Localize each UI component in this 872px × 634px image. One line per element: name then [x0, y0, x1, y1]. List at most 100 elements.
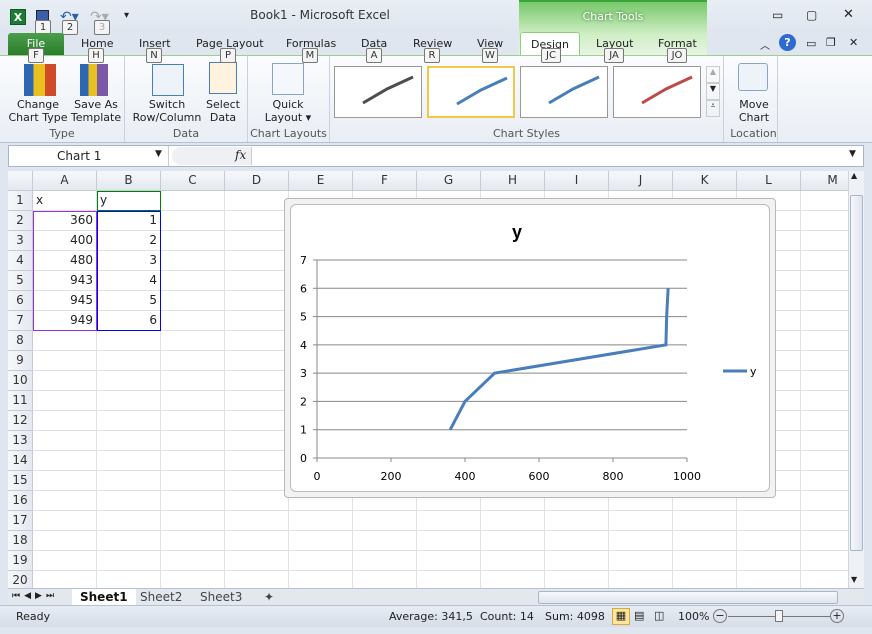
cell-B7[interactable]: 6	[97, 311, 161, 331]
row-header-14[interactable]: 14	[8, 451, 33, 471]
cell-M2[interactable]	[801, 211, 864, 231]
row-header-12[interactable]: 12	[8, 411, 33, 431]
cell-D14[interactable]	[225, 451, 289, 471]
cell-C20[interactable]	[161, 571, 225, 590]
row-header-5[interactable]: 5	[8, 271, 33, 291]
cell-E19[interactable]	[289, 551, 353, 571]
row-header-6[interactable]: 6	[8, 291, 33, 311]
cell-C6[interactable]	[161, 291, 225, 311]
cell-J17[interactable]	[609, 511, 673, 531]
tab-data[interactable]: Data	[361, 37, 388, 50]
zoom-level[interactable]: 100%	[678, 610, 710, 623]
cell-C5[interactable]	[161, 271, 225, 291]
tab-file[interactable]: File	[8, 33, 64, 56]
cell-D9[interactable]	[225, 351, 289, 371]
column-header-E[interactable]: E	[289, 171, 353, 191]
quick-layout-button[interactable]: Quick Layout ▾	[264, 98, 312, 124]
cell-D3[interactable]	[225, 231, 289, 251]
cell-B14[interactable]	[97, 451, 161, 471]
cell-L19[interactable]	[737, 551, 801, 571]
styles-scroll-up[interactable]: ▲	[706, 66, 720, 83]
cell-A9[interactable]	[33, 351, 97, 371]
page-break-view-button[interactable]: ◫	[654, 609, 665, 622]
cell-C12[interactable]	[161, 411, 225, 431]
row-header-1[interactable]: 1	[8, 191, 33, 211]
cell-D18[interactable]	[225, 531, 289, 551]
cell-I18[interactable]	[545, 531, 609, 551]
column-header-I[interactable]: I	[545, 171, 609, 191]
cell-C4[interactable]	[161, 251, 225, 271]
cell-A2[interactable]: 360	[33, 211, 97, 231]
zoom-out-button[interactable]: −	[713, 609, 727, 623]
cell-E17[interactable]	[289, 511, 353, 531]
cell-M14[interactable]	[801, 451, 864, 471]
cell-J18[interactable]	[609, 531, 673, 551]
customize-qat-icon[interactable]: ▾	[124, 10, 130, 21]
cell-E18[interactable]	[289, 531, 353, 551]
doc-minimize-button[interactable]: ▭	[806, 37, 817, 50]
cell-A10[interactable]	[33, 371, 97, 391]
cell-I16[interactable]	[545, 491, 609, 511]
cell-A5[interactable]: 943	[33, 271, 97, 291]
select-data-button[interactable]: Select Data	[206, 98, 240, 124]
cell-B4[interactable]: 3	[97, 251, 161, 271]
cell-A8[interactable]	[33, 331, 97, 351]
cell-H16[interactable]	[481, 491, 545, 511]
cell-K16[interactable]	[673, 491, 737, 511]
cell-D2[interactable]	[225, 211, 289, 231]
cell-C3[interactable]	[161, 231, 225, 251]
cell-M3[interactable]	[801, 231, 864, 251]
cell-B18[interactable]	[97, 531, 161, 551]
row-header-4[interactable]: 4	[8, 251, 33, 271]
cell-M6[interactable]	[801, 291, 864, 311]
cell-M1[interactable]	[801, 191, 864, 211]
cell-G19[interactable]	[417, 551, 481, 571]
cell-J20[interactable]	[609, 571, 673, 590]
cell-D11[interactable]	[225, 391, 289, 411]
normal-view-button[interactable]: ▦	[612, 608, 630, 625]
cell-L20[interactable]	[737, 571, 801, 590]
cell-B5[interactable]: 4	[97, 271, 161, 291]
cell-D7[interactable]	[225, 311, 289, 331]
column-header-C[interactable]: C	[161, 171, 225, 191]
formula-input[interactable]	[255, 146, 849, 166]
cell-I20[interactable]	[545, 571, 609, 590]
cell-A19[interactable]	[33, 551, 97, 571]
cell-B2[interactable]: 1	[97, 211, 161, 231]
row-header-10[interactable]: 10	[8, 371, 33, 391]
cell-G18[interactable]	[417, 531, 481, 551]
cell-B9[interactable]	[97, 351, 161, 371]
chart-style-3[interactable]	[520, 66, 608, 118]
cell-M5[interactable]	[801, 271, 864, 291]
tab-review[interactable]: Review	[413, 37, 453, 50]
cell-M19[interactable]	[801, 551, 864, 571]
cell-A12[interactable]	[33, 411, 97, 431]
cell-I19[interactable]	[545, 551, 609, 571]
cell-C18[interactable]	[161, 531, 225, 551]
doc-close-button[interactable]: ✕	[849, 36, 859, 49]
cell-A14[interactable]	[33, 451, 97, 471]
cell-B13[interactable]	[97, 431, 161, 451]
save-as-template-button[interactable]: Save As Template	[70, 98, 122, 124]
row-header-9[interactable]: 9	[8, 351, 33, 371]
cell-A11[interactable]	[33, 391, 97, 411]
tab-page-layout[interactable]: Page Layout	[196, 37, 264, 50]
vertical-scrollbar[interactable]: ▲ ▼	[848, 171, 864, 590]
cell-J16[interactable]	[609, 491, 673, 511]
row-header-8[interactable]: 8	[8, 331, 33, 351]
tab-formulas[interactable]: Formulas	[286, 37, 337, 50]
cell-B10[interactable]	[97, 371, 161, 391]
chart-style-1[interactable]	[334, 66, 422, 118]
cell-C11[interactable]	[161, 391, 225, 411]
cell-C2[interactable]	[161, 211, 225, 231]
cell-H18[interactable]	[481, 531, 545, 551]
cell-K19[interactable]	[673, 551, 737, 571]
cell-D15[interactable]	[225, 471, 289, 491]
zoom-in-button[interactable]: +	[830, 609, 844, 623]
cell-K18[interactable]	[673, 531, 737, 551]
cell-D5[interactable]	[225, 271, 289, 291]
cell-C7[interactable]	[161, 311, 225, 331]
cell-B17[interactable]	[97, 511, 161, 531]
cell-C10[interactable]	[161, 371, 225, 391]
cell-B8[interactable]	[97, 331, 161, 351]
